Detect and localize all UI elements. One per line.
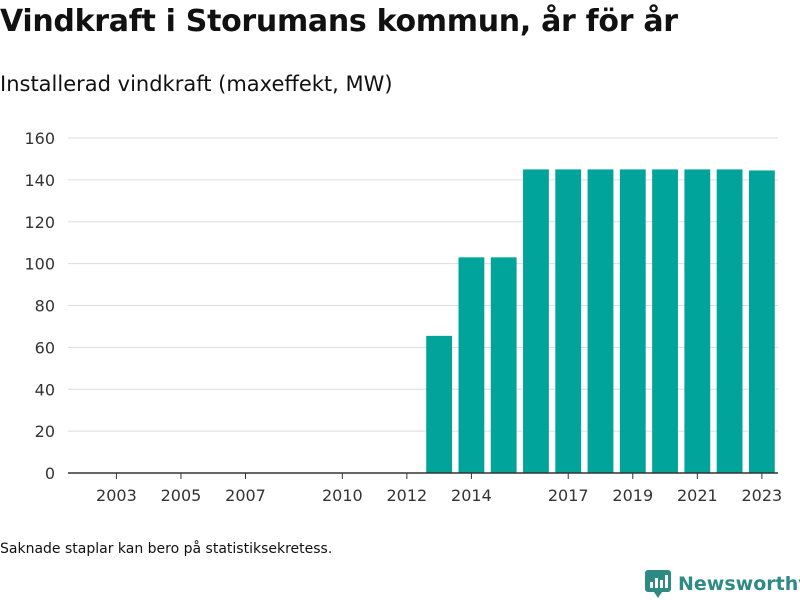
y-tick-label: 100 — [24, 255, 55, 274]
y-tick-label: 40 — [35, 380, 55, 399]
y-axis-labels: 0 20 40 60 80 100 120 140 160 — [24, 129, 55, 483]
y-tick-label: 20 — [35, 422, 55, 441]
bar — [490, 257, 517, 473]
x-tick-label: 2003 — [96, 486, 137, 505]
bar — [555, 169, 582, 473]
x-tick-label: 2005 — [161, 486, 202, 505]
bar — [619, 169, 646, 473]
bar — [426, 335, 453, 473]
y-tick-label: 140 — [24, 171, 55, 190]
x-tick-label: 2017 — [548, 486, 589, 505]
x-tick-label: 2021 — [677, 486, 718, 505]
x-tick-label: 2012 — [387, 486, 428, 505]
bar — [716, 169, 743, 473]
y-tick-label: 160 — [24, 129, 55, 148]
bars — [426, 169, 775, 473]
x-tick-label: 2014 — [451, 486, 492, 505]
x-axis — [68, 472, 778, 479]
x-tick-label: 2019 — [612, 486, 653, 505]
newsworthy-brand: Newsworthy — [645, 570, 800, 598]
x-tick-label: 2023 — [742, 486, 783, 505]
x-tick-label: 2007 — [225, 486, 266, 505]
chart-title: Vindkraft i Storumans kommun, år för år — [0, 4, 678, 39]
brand-name: Newsworthy — [678, 573, 800, 595]
bar — [684, 169, 711, 473]
x-tick-label: 2010 — [322, 486, 363, 505]
bar — [523, 169, 549, 473]
bar — [587, 169, 614, 473]
footnote: Saknade staplar kan bero på statistiksek… — [0, 541, 333, 557]
bar — [458, 257, 485, 473]
y-tick-label: 80 — [35, 297, 55, 316]
y-tick-label: 0 — [45, 464, 55, 483]
y-tick-label: 60 — [35, 338, 55, 357]
chart-subtitle: Installerad vindkraft (maxeffekt, MW) — [0, 72, 393, 96]
y-tick-label: 120 — [24, 213, 55, 232]
x-axis-labels: 2003 2005 2007 2010 2012 2014 2017 2019 2021 2023 — [96, 486, 782, 505]
bar — [748, 170, 775, 473]
bar — [652, 169, 678, 473]
newsworthy-logo-icon — [645, 570, 671, 598]
